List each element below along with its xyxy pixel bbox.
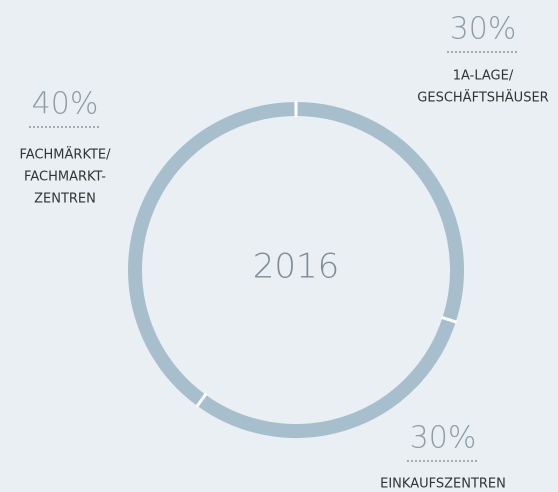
donut-segment xyxy=(295,102,464,322)
category-label: 1A-LAGE/ xyxy=(453,69,514,84)
value-label: 30% xyxy=(410,421,477,456)
segment-gap xyxy=(195,392,208,408)
segment-gap xyxy=(441,315,458,324)
category-label: EINKAUFSZENTREN xyxy=(380,477,506,492)
category-label: GESCHÄFTSHÄUSER xyxy=(417,90,548,106)
category-label: ZENTREN xyxy=(34,192,96,207)
donut-segment xyxy=(128,102,297,406)
value-label: 30% xyxy=(450,12,517,47)
center-label: 2016 xyxy=(253,247,340,287)
donut-segment xyxy=(197,317,456,438)
category-label: FACHMARKT- xyxy=(24,170,106,185)
category-label: FACHMÄRKTE/ xyxy=(20,147,112,163)
value-label: 40% xyxy=(32,87,99,122)
